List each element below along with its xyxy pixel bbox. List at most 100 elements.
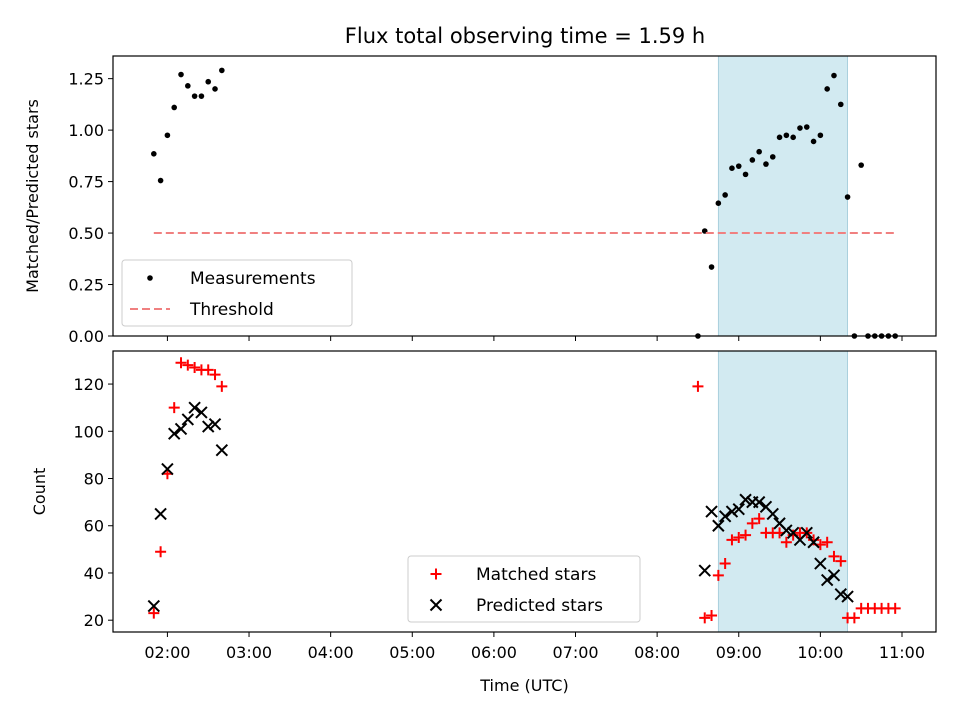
data-point: [807, 536, 820, 549]
data-point: [732, 503, 745, 516]
data-point: [712, 569, 724, 581]
data-point: [178, 71, 184, 78]
data-point: [219, 67, 225, 74]
data-point: [753, 513, 765, 525]
data-point: [831, 72, 837, 79]
data-point: [175, 357, 187, 369]
data-point: [810, 138, 817, 145]
data-point: [780, 524, 793, 537]
data-point: [827, 569, 841, 582]
data-point: [783, 132, 790, 139]
x-tick-label: 09:00: [716, 643, 762, 662]
data-point: [742, 171, 749, 178]
x-tick-label: 08:00: [634, 643, 680, 662]
data-point: [215, 443, 229, 457]
data-point: [746, 517, 758, 529]
bottom-panel: 20 40 60 80 100 120 02:00 03:00 04:00 05:00 06:00 0…: [30, 350, 937, 695]
data-point: [202, 420, 215, 433]
series-measurements: [151, 67, 898, 339]
data-point: [729, 165, 735, 172]
data-point: [814, 557, 827, 570]
y-tick-label: 20: [84, 611, 104, 630]
data-point: [715, 200, 722, 207]
data-point: [834, 588, 847, 601]
x-tick-label: 07:00: [552, 643, 598, 662]
plot-frame: [112, 350, 937, 633]
x-tick-label: 02:00: [144, 643, 190, 662]
data-point: [185, 83, 191, 89]
data-point: [841, 590, 854, 603]
data-point: [208, 417, 222, 431]
data-point: [182, 359, 194, 371]
legend-box: [407, 555, 641, 623]
data-point: [705, 505, 718, 518]
y-tick-label: 60: [84, 517, 104, 536]
data-point: [712, 519, 725, 532]
data-point: [752, 495, 766, 509]
y-tick-label: 40: [84, 564, 104, 583]
y-tick-label: 80: [84, 470, 104, 489]
data-point: [797, 125, 803, 131]
y-tick-label: 0.00: [68, 327, 104, 346]
data-point: [749, 157, 756, 163]
y-tick-label: 100: [73, 422, 104, 441]
data-point: [147, 599, 161, 613]
data-point: [155, 546, 167, 558]
data-point: [161, 462, 174, 476]
y-axis-label: Matched/Predicted stars: [23, 99, 42, 293]
data-point: [803, 124, 810, 130]
data-point: [739, 493, 752, 506]
y-tick-label: 1.25: [68, 70, 104, 89]
legend-label-threshold: Threshold: [189, 300, 274, 320]
data-point: [216, 380, 228, 392]
legend-label-predicted-stars: Predicted stars: [476, 596, 603, 616]
data-point: [171, 104, 178, 111]
data-point: [824, 86, 830, 92]
legend-marker-predicted-stars: [429, 598, 443, 612]
data-point: [889, 602, 901, 614]
y-axis-label: Count: [30, 468, 49, 516]
data-point: [168, 427, 181, 440]
x-axis-label: Time (UTC): [479, 676, 568, 695]
legend-label-matched-stars: Matched stars: [476, 565, 596, 585]
data-point: [769, 154, 776, 160]
data-point: [168, 402, 180, 414]
y-tick-label: 1.00: [68, 121, 104, 140]
data-point: [828, 550, 840, 562]
data-point: [725, 505, 739, 518]
data-point: [698, 564, 711, 577]
data-point: [209, 369, 221, 381]
data-point: [835, 555, 847, 567]
data-point: [719, 558, 731, 570]
data-point: [195, 406, 208, 419]
y-tick-label: 0.50: [68, 224, 104, 243]
plot-frame: [112, 55, 937, 337]
data-point: [800, 526, 813, 540]
x-tick-label: 11:00: [879, 643, 925, 662]
data-point: [735, 163, 742, 169]
data-point: [157, 177, 164, 184]
legend-marker-measurements: [147, 275, 153, 281]
y-tick-label: 0.75: [68, 173, 104, 192]
data-point: [776, 134, 783, 141]
chart-title: Flux total observing time = 1.59 h: [345, 24, 705, 48]
legend-label-measurements: Measurements: [190, 269, 316, 289]
x-tick-label: 03:00: [226, 643, 272, 662]
data-point: [844, 194, 851, 200]
data-point: [181, 413, 195, 426]
data-point: [189, 362, 201, 374]
data-point: [722, 192, 728, 198]
x-tick-label: 05:00: [389, 643, 435, 662]
data-point: [692, 380, 704, 392]
data-point: [148, 607, 160, 619]
data-point: [188, 401, 201, 414]
data-point: [706, 609, 718, 621]
highlight-span: [717, 350, 848, 633]
data-point: [790, 134, 796, 141]
data-point: [154, 507, 167, 521]
data-point: [848, 612, 860, 624]
data-point: [821, 536, 833, 548]
legend-marker-matched-stars: [430, 568, 442, 580]
series-predicted-stars: [147, 401, 854, 613]
